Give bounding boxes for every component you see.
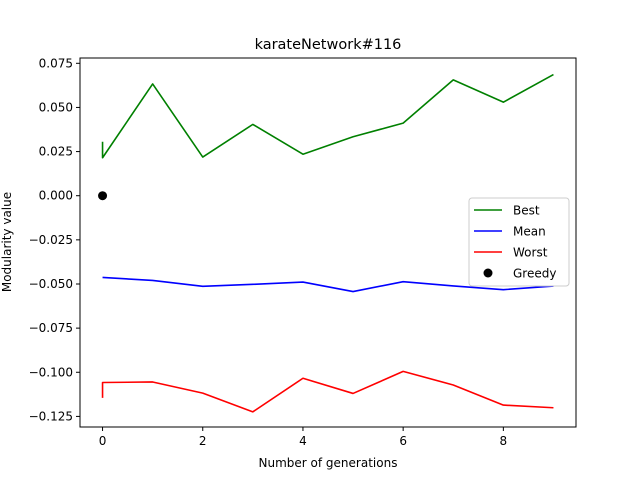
y-tick-label: −0.100: [29, 365, 73, 379]
y-tick-label: −0.075: [29, 321, 73, 335]
chart-title: karateNetwork#116: [255, 37, 402, 53]
y-tick-label: 0.025: [39, 145, 73, 159]
legend-box: [468, 197, 570, 287]
y-tick-label: −0.025: [29, 233, 73, 247]
series-point-greedy: [98, 191, 108, 201]
x-tick-label: 4: [299, 434, 307, 448]
legend: Best Mean Worst Greedy: [468, 197, 570, 287]
x-tick-label: 0: [99, 434, 107, 448]
legend-label-greedy: Greedy: [513, 267, 556, 281]
legend-label-worst: Worst: [513, 246, 548, 260]
y-tick-label: 0.000: [39, 189, 73, 203]
plot-frame: [79, 57, 577, 428]
series-line-mean: [102, 276, 554, 293]
x-axis-label: Number of generations: [259, 456, 398, 470]
y-tick-label: −0.125: [29, 409, 73, 423]
y-axis-label: Modularity value: [0, 192, 14, 292]
x-tick-label: 2: [199, 434, 207, 448]
series-line-best: [101, 73, 554, 159]
legend-label-best: Best: [513, 204, 540, 218]
y-tick-label: 0.075: [39, 56, 73, 70]
y-tick-label: −0.050: [29, 277, 73, 291]
series-line-worst: [101, 370, 554, 413]
y-tick-label: 0.050: [39, 100, 73, 114]
legend-swatch-greedy: [483, 268, 493, 278]
x-tick-label: 8: [500, 434, 508, 448]
legend-label-mean: Mean: [513, 225, 546, 239]
x-tick-label: 6: [399, 434, 407, 448]
